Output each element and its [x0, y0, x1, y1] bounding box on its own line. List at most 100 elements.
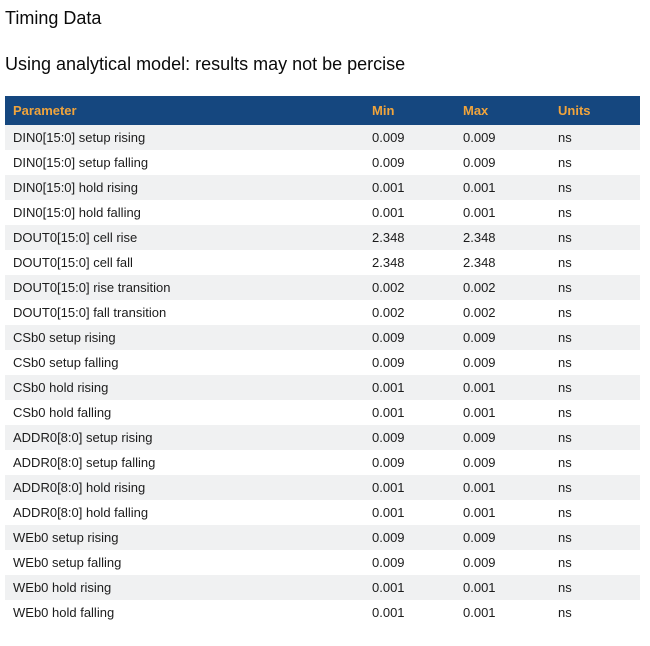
units-cell: ns	[558, 530, 572, 545]
parameter-cell: DIN0[15:0] setup falling	[13, 155, 149, 170]
parameter-cell: DIN0[15:0] hold falling	[13, 205, 141, 220]
parameter-cell: CSb0 setup rising	[13, 330, 116, 345]
min-cell: 0.001	[372, 205, 405, 220]
units-cell: ns	[558, 155, 572, 170]
units-cell: ns	[558, 605, 572, 620]
table-row: CSb0 setup rising 0.009 0.009 ns	[5, 325, 640, 350]
parameter-cell: CSb0 hold falling	[13, 405, 112, 420]
table-row: ADDR0[8:0] hold rising 0.001 0.001 ns	[5, 475, 640, 500]
parameter-cell: DOUT0[15:0] rise transition	[13, 280, 171, 295]
table-row: DOUT0[15:0] cell fall 2.348 2.348 ns	[5, 250, 640, 275]
max-cell: 0.009	[463, 555, 496, 570]
timing-report-page: Timing Data Using analytical model: resu…	[5, 8, 640, 625]
max-cell: 0.001	[463, 380, 496, 395]
min-cell: 0.009	[372, 355, 405, 370]
table-row: ADDR0[8:0] setup falling 0.009 0.009 ns	[5, 450, 640, 475]
table-row: WEb0 setup falling 0.009 0.009 ns	[5, 550, 640, 575]
min-cell: 0.002	[372, 280, 405, 295]
max-cell: 2.348	[463, 230, 496, 245]
min-cell: 0.009	[372, 530, 405, 545]
units-cell: ns	[558, 355, 572, 370]
max-cell: 0.001	[463, 180, 496, 195]
units-cell: ns	[558, 405, 572, 420]
min-cell: 0.001	[372, 605, 405, 620]
units-cell: ns	[558, 205, 572, 220]
parameter-cell: ADDR0[8:0] hold rising	[13, 480, 146, 495]
max-cell: 0.001	[463, 405, 496, 420]
units-cell: ns	[558, 255, 572, 270]
table-row: CSb0 hold rising 0.001 0.001 ns	[5, 375, 640, 400]
min-cell: 0.009	[372, 130, 405, 145]
units-cell: ns	[558, 130, 572, 145]
table-row: DOUT0[15:0] cell rise 2.348 2.348 ns	[5, 225, 640, 250]
parameter-cell: DOUT0[15:0] fall transition	[13, 305, 167, 320]
units-cell: ns	[558, 580, 572, 595]
units-cell: ns	[558, 180, 572, 195]
max-cell: 0.009	[463, 455, 496, 470]
parameter-cell: CSb0 setup falling	[13, 355, 119, 370]
min-cell: 0.001	[372, 480, 405, 495]
units-cell: ns	[558, 505, 572, 520]
table-row: DIN0[15:0] setup falling 0.009 0.009 ns	[5, 150, 640, 175]
table-row: WEb0 hold rising 0.001 0.001 ns	[5, 575, 640, 600]
table-header-row: Parameter Min Max Units	[5, 96, 640, 125]
page-title: Timing Data	[5, 8, 102, 28]
parameter-cell: CSb0 hold rising	[13, 380, 109, 395]
units-cell: ns	[558, 480, 572, 495]
table-row: ADDR0[8:0] setup rising 0.009 0.009 ns	[5, 425, 640, 450]
units-cell: ns	[558, 305, 572, 320]
min-cell: 0.009	[372, 555, 405, 570]
min-cell: 2.348	[372, 255, 405, 270]
parameter-cell: DOUT0[15:0] cell rise	[13, 230, 138, 245]
min-cell: 0.001	[372, 580, 405, 595]
min-cell: 0.001	[372, 380, 405, 395]
min-cell: 0.009	[372, 330, 405, 345]
table-row: WEb0 hold falling 0.001 0.001 ns	[5, 600, 640, 625]
units-cell: ns	[558, 330, 572, 345]
column-header-min: Min	[364, 96, 455, 125]
min-cell: 0.001	[372, 405, 405, 420]
max-cell: 0.001	[463, 505, 496, 520]
min-cell: 0.001	[372, 505, 405, 520]
min-cell: 0.009	[372, 155, 405, 170]
max-cell: 0.009	[463, 355, 496, 370]
parameter-cell: ADDR0[8:0] hold falling	[13, 505, 149, 520]
min-cell: 2.348	[372, 230, 405, 245]
units-cell: ns	[558, 230, 572, 245]
table-body: DIN0[15:0] setup rising 0.009 0.009 ns DIN0[…	[5, 125, 640, 625]
table-row: DOUT0[15:0] fall transition 0.002 0.002 ns	[5, 300, 640, 325]
table-row: CSb0 hold falling 0.001 0.001 ns	[5, 400, 640, 425]
parameter-cell: DIN0[15:0] setup rising	[13, 130, 146, 145]
min-cell: 0.009	[372, 455, 405, 470]
max-cell: 0.001	[463, 605, 496, 620]
max-cell: 0.009	[463, 530, 496, 545]
units-cell: ns	[558, 455, 572, 470]
max-cell: 0.001	[463, 480, 496, 495]
table-row: ADDR0[8:0] hold falling 0.001 0.001 ns	[5, 500, 640, 525]
max-cell: 2.348	[463, 255, 496, 270]
units-cell: ns	[558, 280, 572, 295]
max-cell: 0.001	[463, 580, 496, 595]
max-cell: 0.002	[463, 305, 496, 320]
parameter-cell: DOUT0[15:0] cell fall	[13, 255, 133, 270]
max-cell: 0.009	[463, 330, 496, 345]
min-cell: 0.001	[372, 180, 405, 195]
table-row: DIN0[15:0] setup rising 0.009 0.009 ns	[5, 125, 640, 150]
max-cell: 0.009	[463, 430, 496, 445]
parameter-cell: WEb0 setup falling	[13, 555, 122, 570]
parameter-cell: WEb0 setup rising	[13, 530, 119, 545]
max-cell: 0.002	[463, 280, 496, 295]
table-row: CSb0 setup falling 0.009 0.009 ns	[5, 350, 640, 375]
table-row: DIN0[15:0] hold falling 0.001 0.001 ns	[5, 200, 640, 225]
max-cell: 0.001	[463, 205, 496, 220]
max-cell: 0.009	[463, 155, 496, 170]
parameter-cell: WEb0 hold rising	[13, 580, 112, 595]
page-subtitle: Using analytical model: results may not …	[5, 54, 406, 74]
table-row: DIN0[15:0] hold rising 0.001 0.001 ns	[5, 175, 640, 200]
parameter-cell: DIN0[15:0] hold rising	[13, 180, 139, 195]
table-row: DOUT0[15:0] rise transition 0.002 0.002 ns	[5, 275, 640, 300]
units-cell: ns	[558, 430, 572, 445]
column-header-units: Units	[550, 96, 640, 125]
column-header-parameter: Parameter	[5, 96, 364, 125]
parameter-cell: WEb0 hold falling	[13, 605, 115, 620]
